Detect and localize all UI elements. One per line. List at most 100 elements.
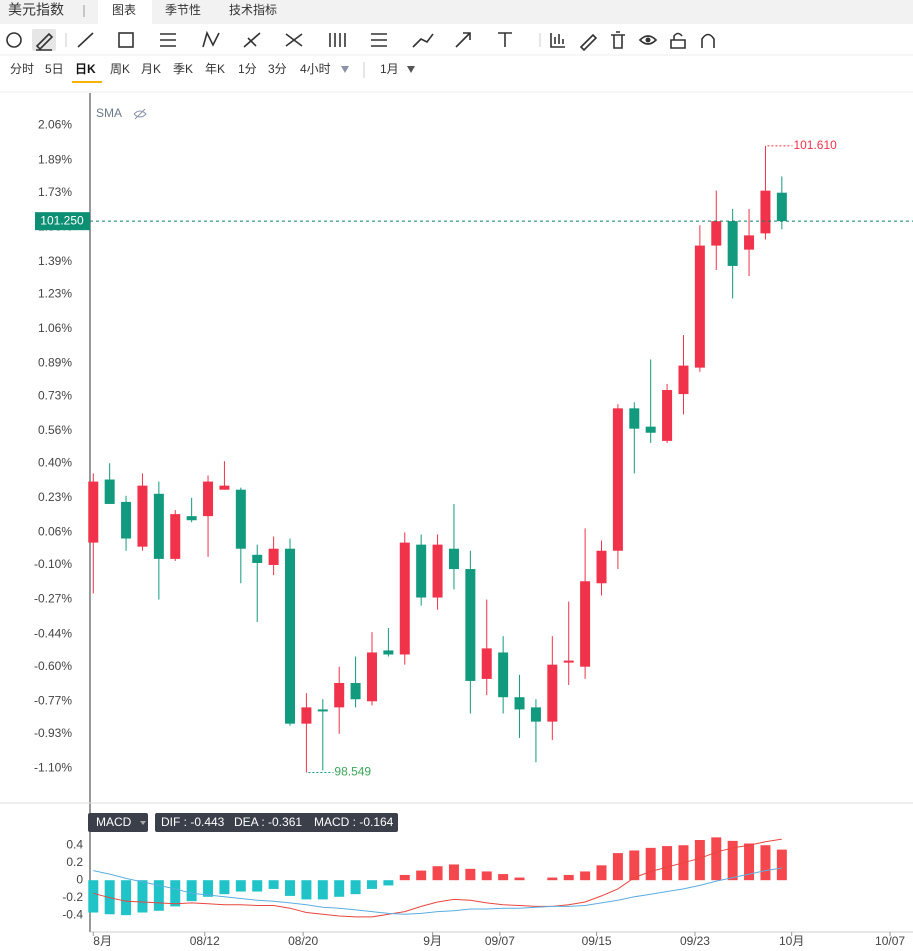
- candle-body: [366, 652, 377, 702]
- macd-bar: [744, 843, 755, 881]
- candle-body: [514, 697, 525, 710]
- tool-icon[interactable]: [35, 32, 54, 51]
- y-tick-label: -0.93%: [34, 726, 72, 740]
- y-tick-label: -0.60%: [34, 659, 72, 673]
- candle-body: [563, 660, 574, 663]
- candle-body: [547, 664, 558, 722]
- candle-body: [285, 548, 296, 724]
- candle-body: [432, 544, 443, 598]
- macd-bar: [268, 880, 279, 889]
- period-button[interactable]: 年K: [205, 62, 225, 76]
- dropdown-arrow[interactable]: [407, 66, 415, 73]
- macd-bar: [416, 870, 427, 881]
- macd-readout: MACD : -0.164: [314, 815, 394, 829]
- tool-icon[interactable]: [202, 30, 220, 48]
- macd-bar: [285, 880, 296, 896]
- macd-line: [93, 838, 782, 918]
- candle-body: [301, 707, 312, 724]
- tool-icon[interactable]: [498, 32, 512, 47]
- tool-icon[interactable]: [285, 33, 303, 47]
- macd-bar: [481, 871, 492, 881]
- macd-bar: [694, 839, 705, 881]
- tool-icon[interactable]: [6, 32, 22, 48]
- y-tick-label: 1.89%: [38, 152, 72, 166]
- drawing-toolbar: [6, 29, 715, 52]
- period-button[interactable]: 3分: [268, 62, 287, 76]
- candle-body: [153, 493, 164, 559]
- tool-icon[interactable]: [701, 33, 715, 49]
- candle-body: [580, 581, 591, 667]
- period-button[interactable]: 周K: [110, 62, 130, 76]
- candle-body: [678, 365, 689, 395]
- candle-body: [399, 542, 410, 655]
- y-tick-label: 1.73%: [38, 185, 72, 199]
- y-tick-label: 0.73%: [38, 388, 72, 402]
- macd-bar: [383, 880, 394, 886]
- y-tick-label: 0.06%: [38, 525, 72, 539]
- period-button[interactable]: 月K: [141, 62, 161, 76]
- dropdown-arrow[interactable]: [341, 66, 349, 73]
- tool-icon[interactable]: [160, 33, 176, 47]
- macd-readout: DEA : -0.361: [234, 815, 302, 829]
- y-tick-label: 0.40%: [38, 455, 72, 469]
- dropdown-arrow[interactable]: [140, 821, 146, 825]
- period-button[interactable]: 4小时: [300, 62, 331, 76]
- candle-body: [88, 481, 99, 543]
- candle-body: [760, 190, 771, 234]
- tool-icon[interactable]: [243, 32, 261, 48]
- y-tick-label: 0: [76, 872, 83, 886]
- tab[interactable]: 技术指标: [229, 2, 277, 17]
- period-button[interactable]: 1分: [238, 62, 257, 76]
- tab-active-bg: [98, 0, 152, 24]
- tool-icon[interactable]: [118, 32, 134, 48]
- y-tick-label: 1.23%: [38, 287, 72, 301]
- range-selector[interactable]: 1月: [380, 62, 399, 76]
- x-tick-label: 08/20: [288, 934, 318, 948]
- tab[interactable]: 季节性: [165, 3, 201, 17]
- period-button[interactable]: 5日: [45, 62, 64, 76]
- candle-body: [711, 221, 722, 246]
- tool-icon[interactable]: [579, 33, 598, 52]
- tab[interactable]: 图表: [112, 3, 136, 17]
- macd-readout: DIF : -0.443: [161, 815, 225, 829]
- tool-icon[interactable]: [455, 32, 471, 48]
- high-label: 101.610: [793, 138, 837, 152]
- period-button[interactable]: 日K: [75, 62, 96, 76]
- low-label: 98.549: [334, 765, 371, 779]
- candle-body: [596, 550, 607, 584]
- candle-body: [776, 192, 787, 222]
- macd-label[interactable]: MACD: [96, 815, 132, 829]
- macd-bar: [203, 880, 214, 897]
- tool-icon[interactable]: [371, 33, 387, 47]
- tool-icon[interactable]: [611, 31, 625, 49]
- tool-icon[interactable]: [670, 32, 686, 49]
- macd-bar: [514, 877, 525, 881]
- macd-label-bg[interactable]: [88, 813, 148, 832]
- tool-icon[interactable]: [412, 33, 434, 48]
- candle-body: [350, 682, 361, 700]
- visibility-icon[interactable]: [133, 108, 147, 120]
- y-tick-label: -0.44%: [34, 626, 72, 640]
- macd-bar: [662, 846, 673, 881]
- period-button[interactable]: 季K: [173, 62, 193, 76]
- macd-bar: [301, 880, 312, 900]
- tool-icon[interactable]: [77, 32, 94, 48]
- y-tick-label: 0.2: [66, 855, 83, 869]
- macd-bar: [776, 849, 787, 881]
- macd-bar: [465, 868, 476, 881]
- macd-bar: [547, 877, 558, 881]
- candle-body: [530, 707, 541, 722]
- tool-icon[interactable]: [329, 33, 346, 47]
- candle-body: [252, 554, 263, 563]
- macd-bar: [498, 874, 509, 881]
- y-tick-label: -0.77%: [34, 693, 72, 707]
- candle-body: [498, 652, 509, 698]
- x-tick-label: 09/15: [582, 934, 612, 948]
- tool-icon[interactable]: [638, 35, 658, 45]
- period-button[interactable]: 分时: [10, 62, 34, 76]
- macd-bar: [317, 880, 328, 900]
- macd-bar: [170, 880, 181, 907]
- y-tick-label: -0.2: [62, 890, 83, 904]
- tool-icon[interactable]: [550, 33, 565, 48]
- candle-body: [612, 408, 623, 551]
